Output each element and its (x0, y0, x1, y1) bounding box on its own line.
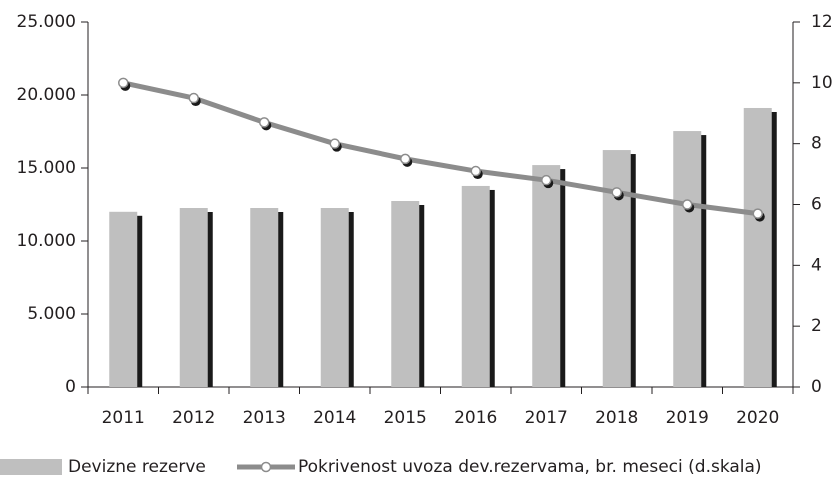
bar (391, 200, 420, 387)
x-tick-label: 2014 (313, 408, 356, 428)
y-tick-label: 20.000 (17, 85, 76, 105)
x-tick-label: 2019 (666, 408, 709, 428)
bar (602, 150, 631, 387)
legend-swatch (0, 459, 62, 475)
x-tick-label: 2017 (525, 408, 568, 428)
legend-label: Pokrivenost uvoza dev.rezervama, br. mes… (298, 457, 762, 477)
y2-tick-label: 8 (811, 134, 822, 154)
y-tick-label: 25.000 (17, 12, 76, 32)
bar (179, 208, 208, 387)
bar (109, 211, 138, 387)
y2-tick-label: 12 (811, 12, 833, 32)
legend-marker (260, 461, 272, 473)
y2-tick-label: 10 (811, 73, 833, 93)
marker (541, 174, 552, 186)
bar (673, 131, 702, 387)
x-tick-label: 2015 (384, 408, 427, 428)
bar (743, 107, 772, 387)
marker (329, 138, 340, 149)
marker (682, 199, 693, 210)
y-tick-label: 0 (65, 377, 76, 397)
marker (188, 92, 199, 104)
marker (470, 165, 481, 177)
y-tick-label: 15.000 (17, 158, 76, 178)
x-tick-label: 2012 (172, 408, 215, 428)
y2-tick-label: 2 (811, 316, 822, 336)
marker (400, 153, 411, 165)
y-tick-label: 5.000 (27, 304, 76, 324)
marker (752, 208, 763, 219)
y2-tick-label: 6 (811, 195, 822, 215)
bar (320, 208, 349, 387)
x-tick-label: 2020 (736, 408, 779, 428)
bar (461, 185, 490, 387)
legend-label: Devizne rezerve (68, 457, 206, 477)
x-tick-label: 2016 (454, 408, 497, 428)
y-tick-label: 10.000 (17, 231, 76, 251)
x-tick-label: 2018 (595, 408, 638, 428)
y2-tick-label: 0 (811, 377, 822, 397)
x-tick-label: 2011 (102, 408, 145, 428)
y2-tick-label: 4 (811, 255, 822, 275)
marker (118, 77, 129, 89)
marker (611, 187, 622, 198)
x-tick-label: 2013 (243, 408, 286, 428)
bar (250, 208, 279, 387)
line (122, 80, 759, 217)
bar (532, 165, 561, 387)
marker (259, 117, 270, 128)
